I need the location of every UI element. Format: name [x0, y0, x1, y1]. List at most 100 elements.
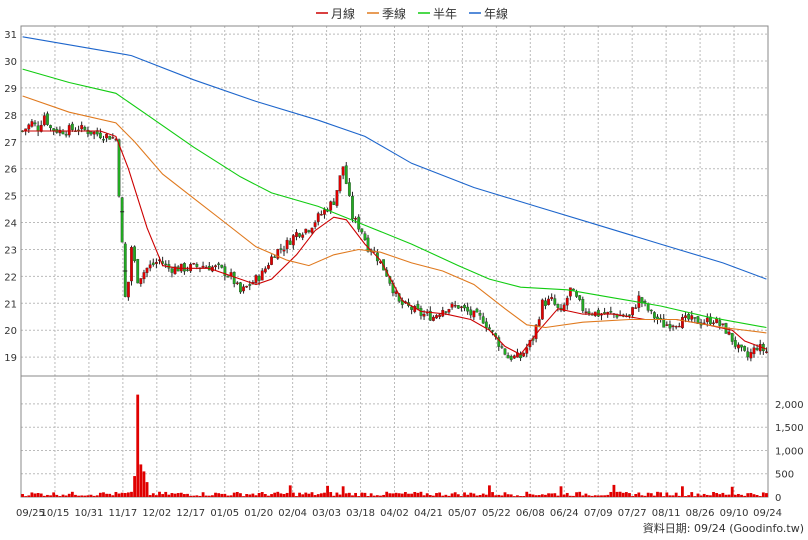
price-tick-label: 27: [4, 138, 17, 149]
candle-body: [235, 282, 239, 284]
candle-body: [154, 262, 158, 264]
candle-body: [142, 272, 146, 280]
candle-body: [183, 263, 186, 272]
volume-bar: [192, 495, 196, 497]
candle-body: [366, 237, 370, 252]
candle-body: [83, 126, 87, 130]
volume-bar: [326, 485, 329, 497]
date-tick-label: 11/17: [108, 508, 137, 519]
volume-bar: [254, 495, 258, 497]
ma-line: [22, 36, 767, 280]
volume-bar: [130, 491, 133, 497]
volume-bar: [80, 495, 84, 497]
candle-body: [176, 266, 180, 272]
candle-body: [606, 311, 610, 314]
candle-body: [80, 125, 84, 130]
volume-bar: [86, 495, 90, 497]
volume-bar: [450, 493, 454, 497]
volume-bar: [761, 492, 765, 497]
volume-bar: [696, 493, 700, 497]
candle-body: [307, 230, 311, 233]
volume-bar: [743, 495, 747, 497]
candle-body: [765, 351, 768, 353]
candle-body: [428, 310, 432, 321]
volume-bar: [702, 493, 706, 497]
volume-bar: [385, 491, 389, 497]
volume-bar: [369, 493, 373, 497]
ma-line: [22, 130, 767, 356]
candle-body: [257, 275, 261, 281]
candle-body: [478, 313, 482, 316]
volume-bar: [709, 495, 712, 497]
volume-bar: [95, 495, 99, 497]
volume-bar: [335, 492, 339, 497]
volume-bar: [67, 493, 71, 497]
volume-bar: [239, 493, 242, 497]
volume-bar: [61, 494, 65, 497]
volume-bar: [721, 492, 725, 497]
candle-body: [301, 234, 305, 238]
volume-bar: [494, 495, 498, 497]
volume-bar: [372, 495, 376, 497]
volume-bar: [578, 491, 582, 497]
volume-bar: [422, 495, 426, 497]
volume-bar: [606, 494, 610, 497]
volume-bar: [559, 486, 563, 497]
volume-bar: [687, 495, 691, 497]
legend-label: 月線: [331, 6, 355, 21]
volume-bar: [590, 495, 594, 497]
candle-body: [242, 286, 245, 292]
volume-bar: [58, 496, 62, 497]
volume-bar: [659, 492, 663, 497]
candle-body: [671, 325, 675, 327]
volume-bar: [581, 495, 585, 497]
volume-bar: [319, 493, 323, 497]
volume-bar: [89, 494, 93, 497]
volume-bar: [628, 493, 631, 497]
candle-body: [596, 309, 600, 317]
candle-body: [120, 197, 124, 243]
volume-bar: [304, 492, 308, 497]
candle-body: [640, 297, 644, 303]
date-tick-label: 09/25: [16, 508, 45, 519]
candle-body: [67, 125, 71, 136]
volume-bar: [183, 494, 186, 497]
candle-body: [245, 285, 249, 288]
volume-bar: [621, 492, 625, 497]
candle-body: [643, 301, 647, 303]
candle-body: [30, 121, 34, 127]
candle-body: [444, 311, 448, 313]
price-tick-label: 31: [4, 30, 17, 41]
volume-bar: [481, 493, 485, 497]
volume-bar: [282, 494, 286, 497]
volume-tick-label: 2,000: [775, 400, 804, 411]
volume-bar: [478, 495, 482, 497]
volume-bar: [649, 493, 653, 497]
candle-body: [70, 123, 74, 130]
candle-body: [525, 347, 529, 354]
candle-body: [226, 276, 230, 278]
candle-body: [173, 266, 177, 275]
candle-body: [313, 222, 317, 227]
candle-body: [338, 175, 342, 192]
candle-body: [497, 337, 501, 347]
candle-body: [665, 324, 669, 326]
candle-body: [432, 316, 435, 321]
candle-body: [363, 233, 367, 240]
volume-bar: [537, 495, 541, 497]
candle-body: [634, 307, 638, 309]
volume-bar: [693, 496, 697, 497]
volume-bar: [718, 494, 722, 497]
candle-body: [752, 347, 756, 355]
volume-bar: [366, 496, 370, 497]
volume-bar: [242, 496, 245, 497]
candle-body: [341, 166, 345, 176]
candle-body: [126, 281, 130, 298]
price-tick-label: 28: [4, 111, 17, 122]
date-tick-label: 03/18: [346, 508, 375, 519]
volume-bar: [525, 491, 529, 497]
volume-bar: [186, 493, 189, 497]
volume-bar: [158, 491, 161, 497]
volume-bar: [77, 495, 80, 497]
volume-bar: [646, 492, 650, 497]
